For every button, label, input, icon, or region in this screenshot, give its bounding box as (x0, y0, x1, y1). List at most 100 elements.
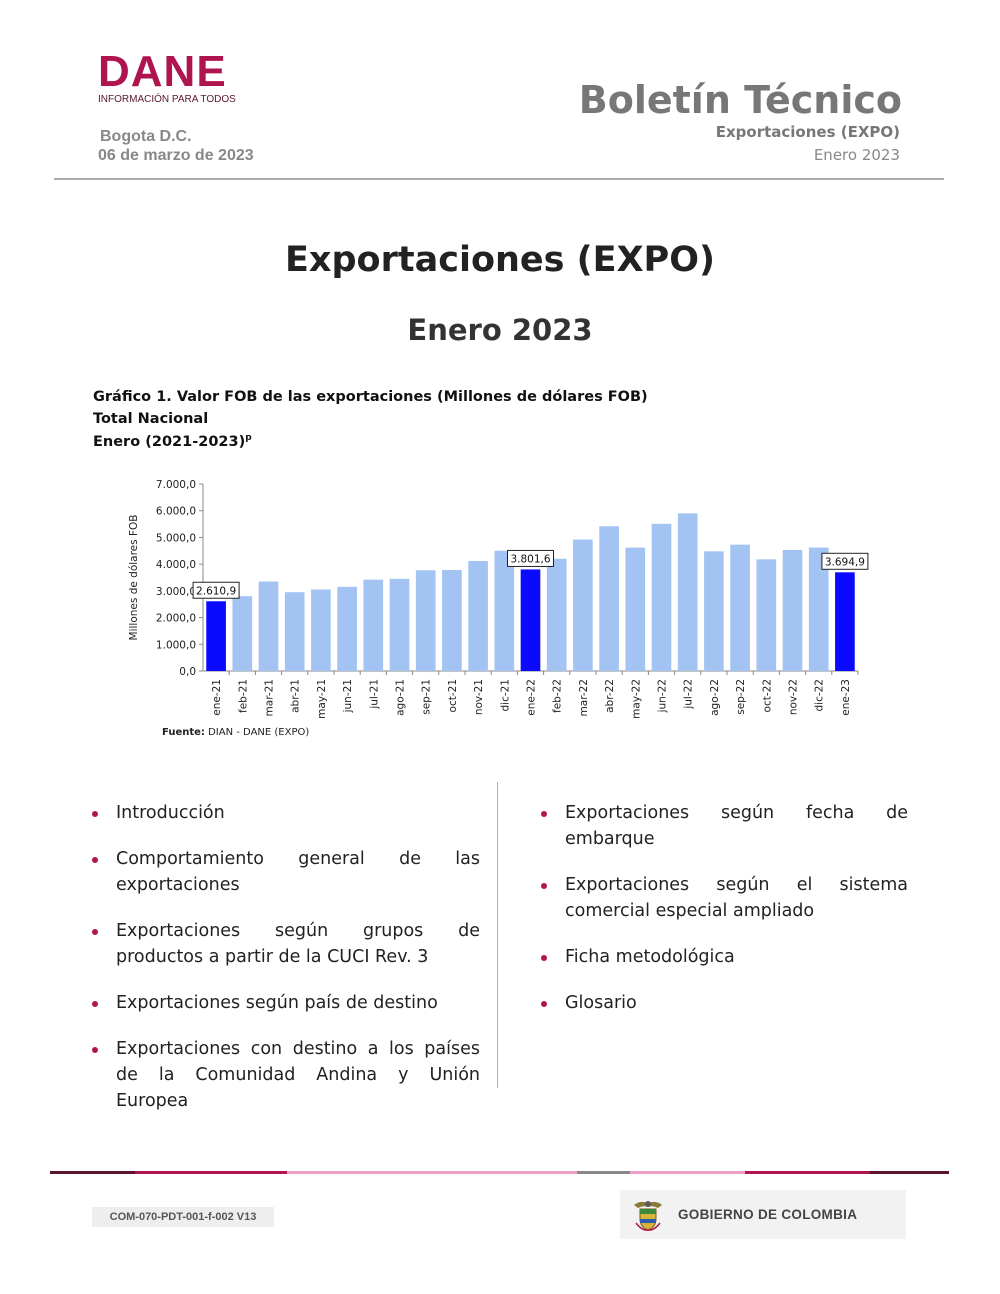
bar-highlight (835, 572, 855, 671)
footer-bar-segment (135, 1171, 287, 1174)
footer-bar-segment (50, 1171, 135, 1174)
contents-item: Exportaciones según grupos de productos … (92, 918, 480, 970)
x-tick-label: may-21 (316, 679, 328, 719)
footer-bar-segment (577, 1171, 630, 1174)
contents-right-column: Exportaciones según fecha de embarque Exp… (541, 800, 908, 1036)
x-tick-label: ene-22 (526, 679, 538, 716)
bullet-icon (92, 1001, 98, 1007)
data-label-box (507, 549, 554, 567)
bar (232, 596, 253, 671)
bar (468, 560, 488, 671)
x-tick-label: nov-21 (473, 679, 485, 715)
contents-item: Introducción (92, 800, 480, 826)
contents-item-text: Exportaciones según grupos de productos … (116, 921, 480, 967)
data-label: 3.801,6 (510, 553, 550, 565)
bar (284, 592, 305, 671)
bar (546, 558, 567, 671)
contents-item: Exportaciones con destino a los países d… (92, 1036, 480, 1114)
y-tick-label: 1.000,0 (156, 639, 196, 651)
bar (311, 589, 331, 671)
bar (363, 579, 384, 671)
document-code: COM-070-PDT-001-f-002 V13 (92, 1207, 274, 1227)
logo-tagline: INFORMACIÓN PARA TODOS (98, 94, 236, 105)
dane-logo: DANE INFORMACIÓN PARA TODOS (98, 50, 236, 106)
x-tick-label: abr-21 (290, 679, 302, 713)
bar (258, 581, 279, 671)
bar (782, 549, 803, 671)
chart-caption-period-sup: p (245, 433, 252, 443)
bullet-icon (92, 857, 98, 863)
x-tick-label: ene-23 (840, 679, 852, 716)
bullet-icon (92, 929, 98, 935)
bar (442, 570, 462, 671)
bar (337, 586, 357, 671)
contents-item: Exportaciones según fecha de embarque (541, 800, 908, 852)
contents-item: Comportamiento general de las exportacio… (92, 846, 480, 898)
document-period: Enero 2023 (813, 146, 900, 164)
y-tick-label: 4.000,0 (156, 559, 196, 571)
chart-caption-period: Enero (2021-2023)p (93, 433, 252, 450)
data-label-box (821, 552, 869, 570)
y-tick-label: 5.000,0 (156, 532, 196, 544)
contents-item-text: Introducción (116, 803, 225, 823)
x-tick-label: feb-22 (552, 679, 564, 713)
footer-bar-segment (870, 1171, 949, 1174)
data-label: 3.694,9 (825, 556, 865, 568)
x-tick-label: oct-22 (761, 679, 773, 712)
header-divider (54, 178, 944, 180)
contents-item: Exportaciones según el sistema comercial… (541, 872, 908, 924)
bar-highlight (520, 569, 541, 671)
footer-bar-segment (503, 1171, 577, 1174)
x-tick-label: nov-22 (788, 679, 800, 715)
y-tick-label: 7.000,0 (156, 479, 196, 491)
bar (625, 547, 646, 671)
bar (389, 578, 410, 671)
x-tick-label: abr-22 (604, 679, 616, 713)
y-tick-label: 3.000,0 (156, 586, 196, 598)
contents-item-text: Glosario (565, 993, 637, 1013)
x-tick-label: feb-21 (237, 679, 249, 713)
publication-date: 06 de marzo de 2023 (98, 147, 254, 164)
contents-item-text: Exportaciones según el sistema comercial… (565, 875, 908, 921)
x-tick-label: jun-22 (657, 679, 669, 713)
chart-caption-scope: Total Nacional (93, 411, 209, 427)
x-tick-label: mar-21 (264, 679, 276, 716)
bar (599, 526, 619, 671)
x-tick-label: dic-21 (499, 679, 511, 712)
footer-bar-segment (630, 1171, 745, 1174)
footer-bar-segment (287, 1171, 503, 1174)
bar (756, 559, 777, 671)
chart-caption-period-text: Enero (2021-2023) (93, 433, 246, 450)
bar (808, 547, 829, 671)
x-tick-label: may-22 (630, 679, 642, 719)
x-tick-label: dic-22 (814, 679, 826, 712)
contents-left-column: Introducción Comportamiento general de la… (92, 800, 480, 1134)
contents-item: Glosario (541, 990, 908, 1016)
bar (573, 539, 593, 671)
bar (494, 550, 515, 671)
footer-bar-segment (745, 1171, 870, 1174)
document-type: Boletín Técnico (578, 78, 902, 122)
contents-item-text: Ficha metodológica (565, 947, 735, 967)
x-tick-label: mar-22 (578, 679, 590, 716)
x-tick-label: sep-21 (421, 679, 433, 715)
document-subject: Exportaciones (EXPO) (715, 123, 900, 141)
x-tick-label: sep-22 (735, 679, 747, 715)
colombia-coat-of-arms-icon (634, 1201, 662, 1231)
bar (651, 523, 672, 671)
exports-bar-chart: 0,0 1.000,0 2.000,0 3.000,0 4.000,0 5.000,0 6.… (128, 479, 869, 719)
contents-item-text: Exportaciones según fecha de embarque (565, 803, 908, 849)
bullet-icon (541, 1001, 547, 1007)
bar (677, 513, 698, 671)
contents-item: Exportaciones según país de destino (92, 990, 480, 1016)
x-tick-label: ago-21 (395, 679, 407, 716)
page-title: Exportaciones (EXPO) (285, 240, 715, 280)
source-label: Fuente: (162, 727, 205, 738)
x-tick-label: ene-21 (211, 679, 223, 716)
bullet-icon (541, 811, 547, 817)
contents-item-text: Exportaciones según país de destino (116, 993, 438, 1013)
contents-item-text: Comportamiento general de las exportacio… (116, 849, 480, 895)
source-text: DIAN - DANE (EXPO) (208, 727, 310, 738)
y-tick-label: 0,0 (179, 666, 196, 678)
government-text: GOBIERNO DE COLOMBIA (678, 1207, 858, 1222)
